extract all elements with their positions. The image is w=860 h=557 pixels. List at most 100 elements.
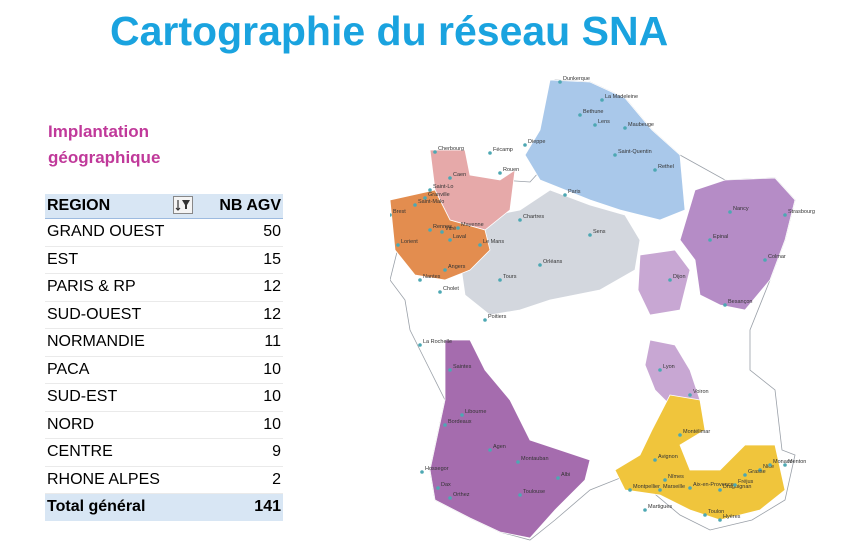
region-nb-agv: 15 [199,246,283,274]
city-marker [563,193,567,197]
column-header-nb-agv: NB AGV [199,194,283,219]
city-label: Orléans [543,259,563,265]
city-marker [443,423,447,427]
city-marker [578,113,582,117]
city-marker [436,486,440,490]
city-marker [438,290,442,294]
region-name: GRAND OUEST [45,218,200,247]
city-label: Draguignan [723,484,751,490]
city-marker [390,213,392,217]
table-header-row: REGION NB AGV [45,194,283,219]
city-label: Chartres [523,214,544,220]
france-region-map: Dunkerque La Madeleine Bethune Lens Maubeuge… [390,76,815,541]
city-marker [413,203,417,207]
city-marker [418,278,422,282]
city-label: Nancy [733,206,749,212]
city-label: Cholet [443,286,459,292]
city-marker [518,493,522,497]
city-marker [498,278,502,282]
city-marker [443,268,447,272]
city-label: Nîmes [668,474,684,480]
city-label: Lyon [663,364,675,370]
city-label: Nice [763,464,774,470]
city-label: Montauban [521,456,549,462]
city-marker [783,213,787,217]
region-name: NORD [45,411,200,439]
city-label: Cherbourg [438,146,464,152]
city-marker [623,126,627,130]
city-marker [448,368,452,372]
total-value: 141 [199,493,283,521]
filter-icon[interactable] [173,196,194,214]
region-nb-agv: 10 [199,383,283,412]
city-marker [428,188,432,192]
region-dijon [637,249,691,316]
city-marker [758,468,762,472]
city-marker [440,230,444,234]
region-name: PACA [45,356,200,384]
region-nb-agv: 12 [199,273,283,302]
city-label: Nantes [423,274,441,280]
city-marker [593,123,597,127]
city-label: Rouen [503,167,519,173]
region-sud-ouest [429,339,591,539]
city-marker [448,176,452,180]
city-label: Poitiers [488,314,507,320]
region-name: PARIS & RP [45,273,200,302]
city-label: Mayenne [461,222,484,228]
city-marker [663,478,667,482]
city-marker [600,98,604,102]
city-marker [613,153,617,157]
city-marker [423,196,427,200]
table-row: SUD-EST 10 [45,383,283,412]
table-row: SUD-OUEST 12 [45,301,283,329]
city-label: Maubeuge [628,122,654,128]
city-label: Laval [453,234,466,240]
city-marker [538,263,542,267]
city-marker [628,488,632,492]
city-label: Saint-Quentin [618,149,652,155]
city-marker [428,228,432,232]
region-name: NORMANDIE [45,328,200,357]
city-label: Dieppe [528,139,545,145]
city-label: Fécamp [493,147,513,153]
city-marker [733,483,737,487]
city-label: Grasse [748,469,766,475]
table-row: RHONE ALPES 2 [45,466,283,494]
city-marker [478,243,482,247]
city-markers: Dunkerque La Madeleine Bethune Lens Maubeuge… [390,76,815,522]
city-label: Agen [493,444,506,450]
city-marker [688,393,692,397]
region-name: EST [45,246,200,274]
city-label: Albi [561,472,570,478]
city-label: Bethune [583,109,604,115]
city-marker [668,278,672,282]
city-label: Toulon [708,509,724,515]
city-marker [653,168,657,172]
city-marker [588,233,592,237]
table-total-row: Total général 141 [45,493,283,521]
region-nb-agv: 12 [199,301,283,329]
city-marker [456,226,460,230]
city-marker [488,448,492,452]
table-row: NORMANDIE 11 [45,328,283,357]
city-label: Voiron [693,389,709,395]
city-label: La Rochelle [423,339,452,345]
city-label: Dijon [673,274,686,280]
city-marker [743,473,747,477]
section-subtitle: Implantation géographique [48,119,218,171]
table-row: GRAND OUEST 50 [45,218,283,247]
region-est [679,177,796,311]
city-label: Epinal [713,234,728,240]
city-label: Vitré [445,226,456,232]
city-label: Rethel [658,164,674,170]
city-marker [768,463,772,467]
region-name: RHONE ALPES [45,466,200,494]
subtitle-line-1: Implantation [48,122,150,141]
region-nb-agv: 50 [199,218,283,247]
region-name: SUD-EST [45,383,200,412]
city-marker [678,433,682,437]
city-label: Hyères [723,514,741,520]
region-nb-agv: 2 [199,466,283,494]
city-marker [498,171,502,175]
